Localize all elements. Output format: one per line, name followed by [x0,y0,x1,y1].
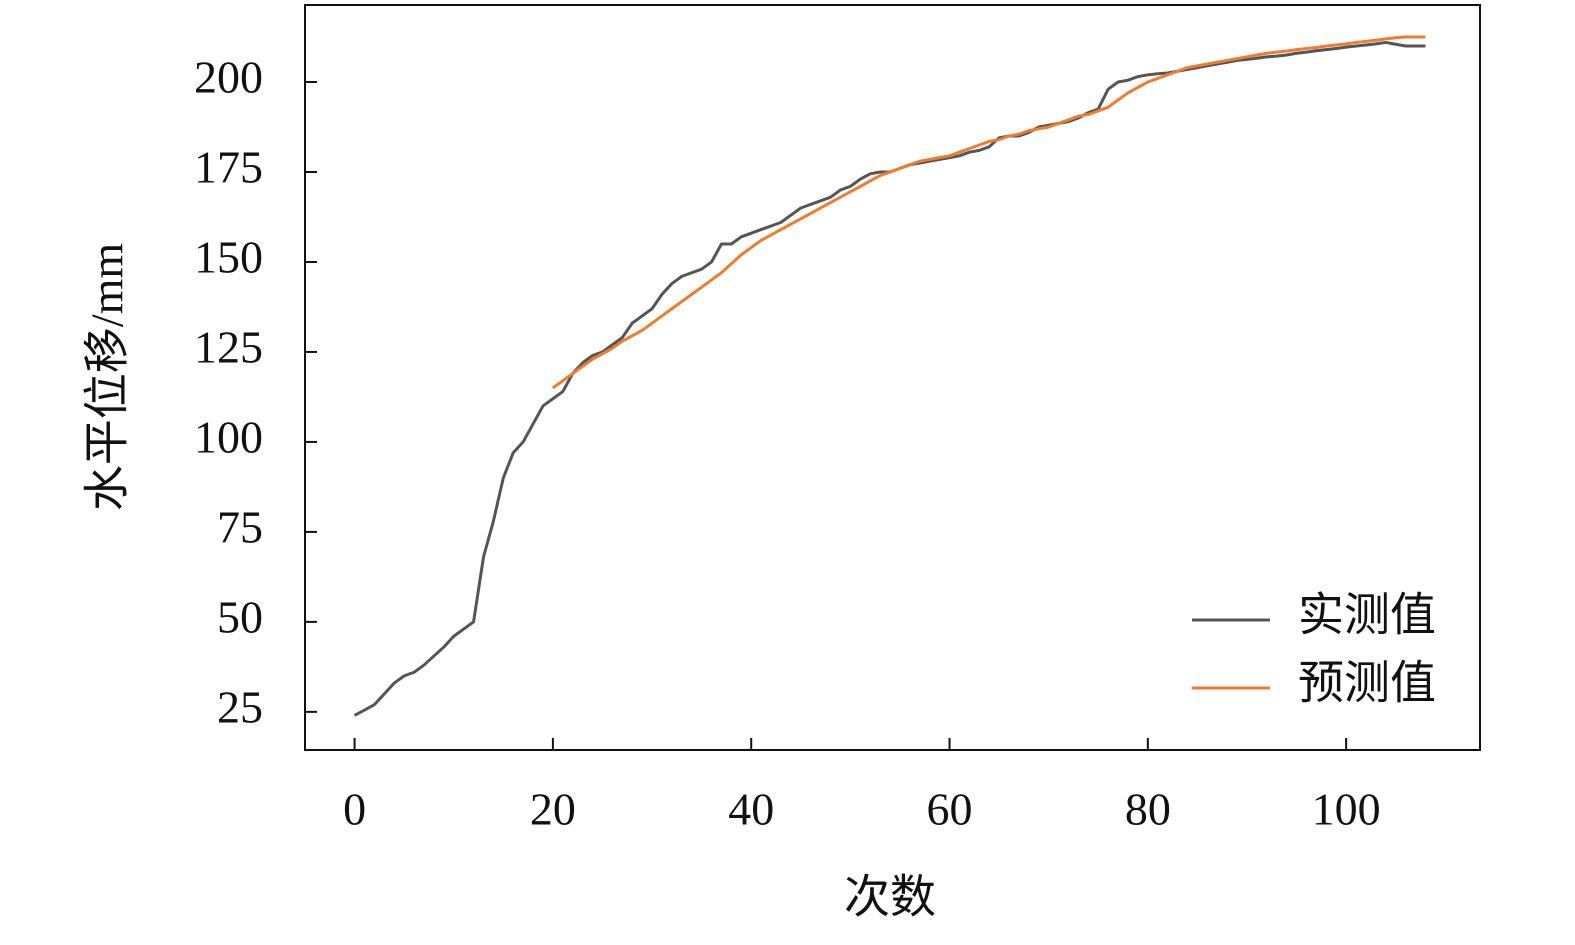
y-tick-label: 75 [217,501,263,552]
x-tick-label: 100 [1312,784,1381,835]
x-tick-label: 80 [1125,784,1171,835]
x-tick-label: 0 [343,784,366,835]
plot-frame [304,4,1481,751]
y-tick-label: 100 [194,411,263,462]
y-tick-label: 150 [194,232,263,283]
y-tick-label: 200 [194,52,263,103]
y-axis-label: 水平位移/mm [82,243,133,512]
y-tick-label: 25 [217,681,263,732]
legend-label: 预测值 [1298,658,1436,709]
x-tick-label: 20 [530,784,576,835]
legend-label: 实测值 [1298,590,1436,641]
x-tick-label: 60 [927,784,973,835]
x-axis-label: 次数 [844,872,936,923]
series-line [552,35,1426,390]
y-tick-label: 175 [194,142,263,193]
x-tick-label: 40 [728,784,774,835]
series-line [353,40,1426,717]
y-tick-label: 50 [217,591,263,642]
y-tick-label: 125 [194,322,263,373]
